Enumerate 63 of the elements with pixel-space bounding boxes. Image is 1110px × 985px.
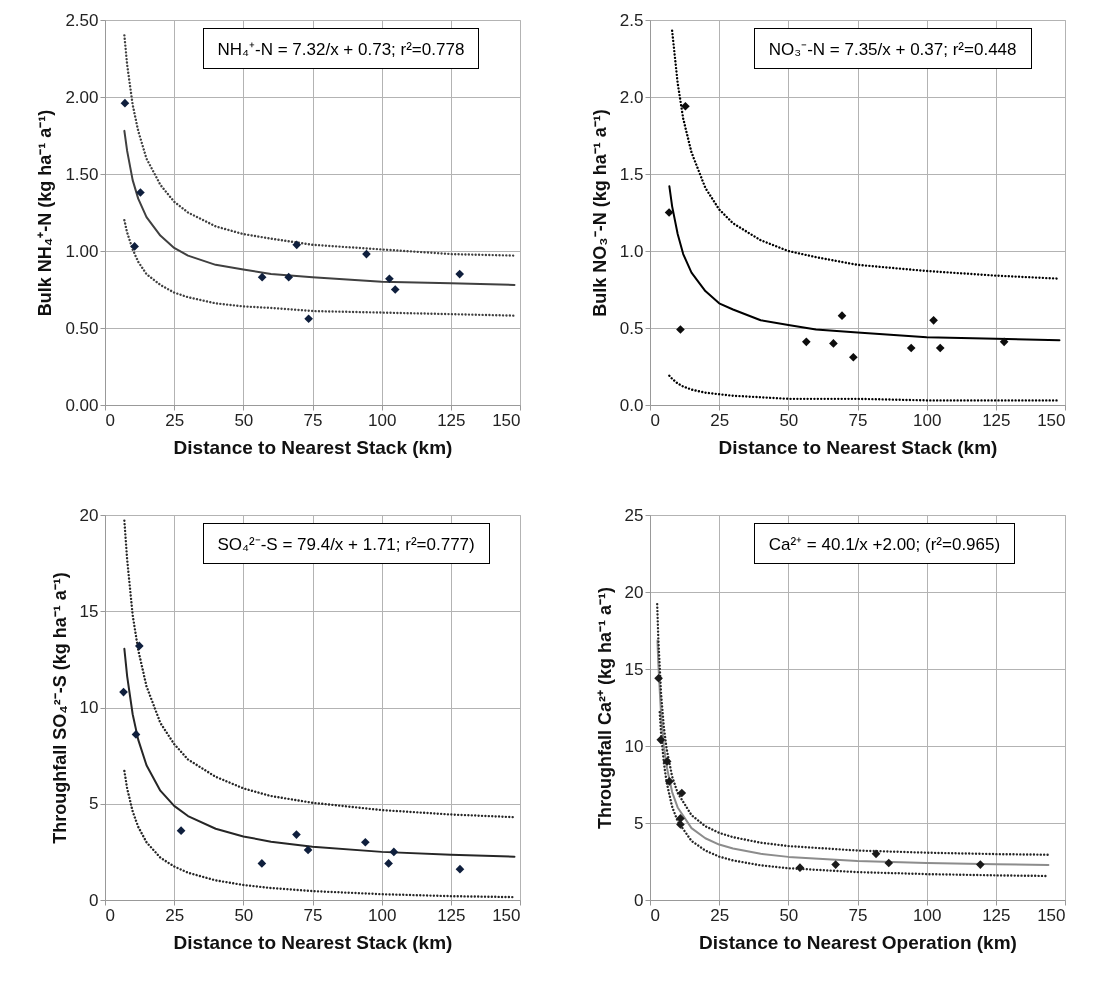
- x-axis-title: Distance to Nearest Stack (km): [718, 436, 998, 458]
- x-tick-label: 125: [982, 410, 1011, 430]
- x-tick-label: 150: [1037, 410, 1066, 430]
- x-tick-label: 25: [710, 905, 730, 925]
- x-tick-label: 125: [982, 905, 1011, 925]
- x-tick-label: 75: [848, 410, 868, 430]
- y-tick-label: 1.00: [65, 241, 99, 261]
- x-tick-label: 100: [367, 905, 397, 925]
- y-axis-title: Bulk NO₃⁻-N (kg ha⁻¹ a⁻¹): [589, 109, 610, 317]
- x-tick-label: 25: [165, 410, 185, 430]
- x-tick-label: 100: [912, 410, 942, 430]
- x-tick-label: 50: [234, 905, 254, 925]
- x-tick-label: 50: [779, 410, 799, 430]
- annotation: NO₃⁻-N = 7.35/x + 0.37; r²=0.448: [753, 28, 1032, 69]
- y-tick-label: 10: [624, 736, 644, 756]
- x-tick-label: 100: [367, 410, 397, 430]
- x-tick-label: 75: [303, 410, 323, 430]
- y-axis-title: Throughfall Ca²⁺ (kg ha⁻¹ a⁻¹): [594, 587, 615, 829]
- x-tick-label: 25: [165, 905, 185, 925]
- annotation: NH₄⁺-N = 7.32/x + 0.73; r²=0.778: [202, 28, 480, 69]
- y-tick-label: 2.50: [65, 10, 99, 30]
- x-tick-label: 25: [710, 410, 730, 430]
- y-tick-label: 10: [79, 698, 99, 717]
- x-tick-label: 150: [492, 905, 521, 925]
- x-tick-label: 150: [492, 410, 521, 430]
- y-tick-label: 1.0: [619, 241, 644, 261]
- x-axis-title: Distance to Nearest Operation (km): [699, 931, 1017, 953]
- x-tick-label: 75: [303, 905, 323, 925]
- annotation: Ca²⁺ = 40.1/x +2.00; (r²=0.965): [753, 523, 1016, 564]
- y-tick-label: 20: [624, 582, 644, 602]
- x-tick-label: 0: [105, 905, 115, 925]
- y-axis-title: Bulk NH₄⁺-N (kg ha⁻¹ a⁻¹): [35, 109, 56, 317]
- y-tick-label: 1.50: [65, 164, 99, 184]
- x-tick-label: 50: [234, 410, 254, 430]
- y-tick-label: 0.50: [65, 318, 99, 338]
- y-tick-label: 5: [89, 794, 99, 814]
- y-tick-label: 2.00: [65, 87, 99, 107]
- x-tick-label: 0: [650, 410, 660, 430]
- x-tick-label: 125: [437, 410, 466, 430]
- y-tick-label: 0.0: [619, 395, 644, 415]
- y-tick-label: 0: [89, 890, 99, 910]
- x-tick-label: 100: [912, 905, 942, 925]
- y-tick-label: 1.5: [619, 164, 644, 184]
- y-tick-label: 20: [79, 505, 99, 525]
- y-tick-label: 2.0: [619, 87, 644, 107]
- x-tick-label: 0: [650, 905, 660, 925]
- x-tick-label: 75: [848, 905, 868, 925]
- y-tick-label: 15: [624, 659, 644, 679]
- x-tick-label: 125: [437, 905, 466, 925]
- y-tick-label: 15: [79, 601, 99, 621]
- y-tick-label: 2.5: [619, 10, 644, 30]
- y-tick-label: 0: [634, 890, 644, 910]
- x-tick-label: 50: [779, 905, 799, 925]
- y-tick-label: 0.5: [619, 318, 644, 338]
- y-tick-label: 0.00: [65, 395, 99, 415]
- x-axis-title: Distance to Nearest Stack (km): [173, 931, 453, 953]
- annotation: SO₄²⁻-S = 79.4/x + 1.71; r²=0.777): [202, 523, 490, 564]
- x-tick-label: 150: [1037, 905, 1066, 925]
- x-axis-title: Distance to Nearest Stack (km): [173, 436, 453, 458]
- y-tick-label: 5: [634, 813, 644, 833]
- y-axis-title: Throughfall SO₄²⁻-S (kg ha⁻¹ a⁻¹): [49, 572, 70, 844]
- y-tick-label: 25: [624, 505, 644, 525]
- x-tick-label: 0: [105, 410, 115, 430]
